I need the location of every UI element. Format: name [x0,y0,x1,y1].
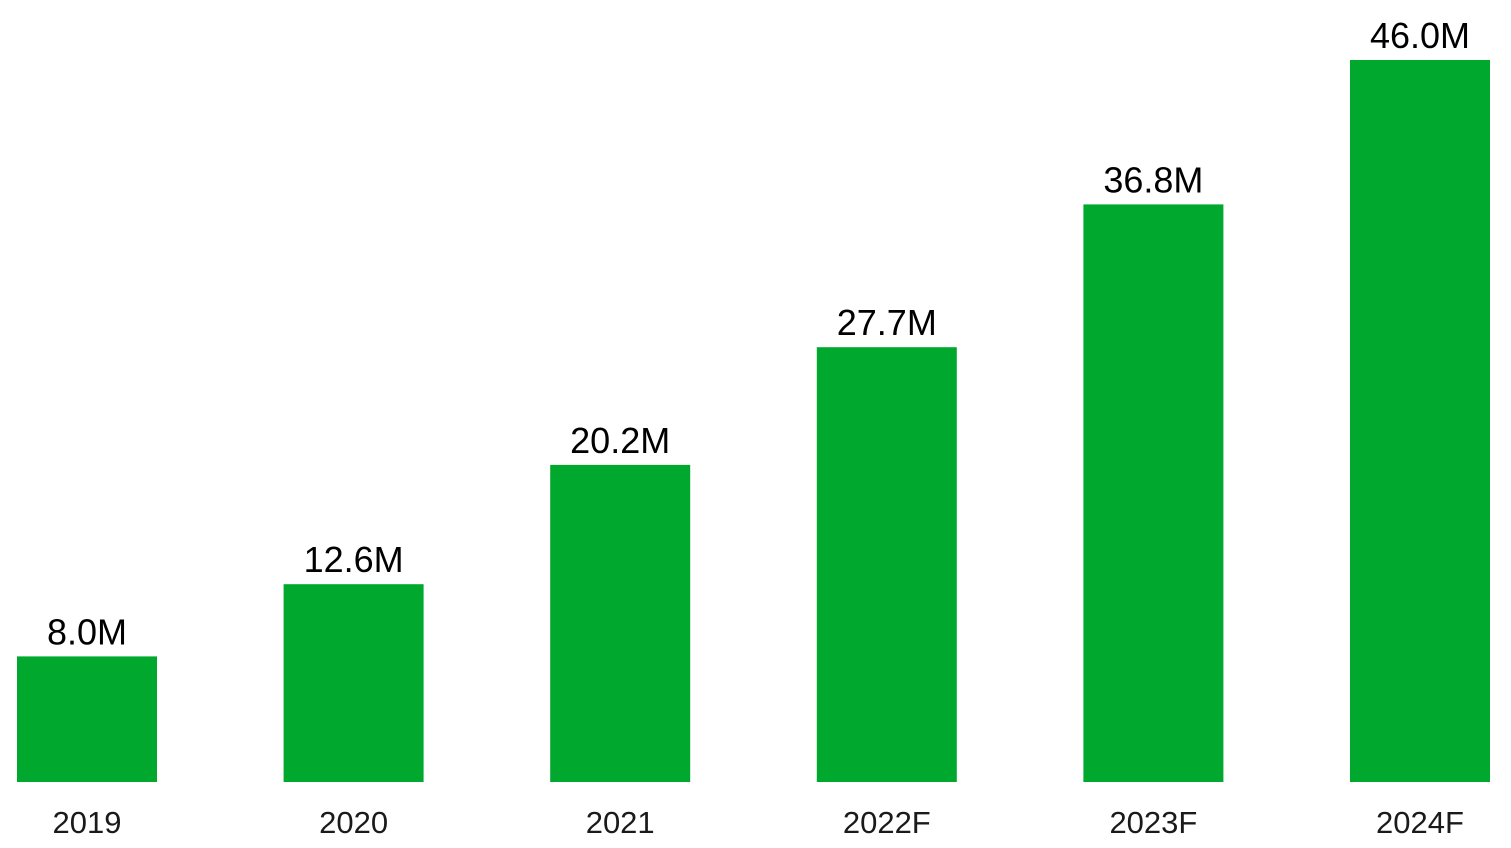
x-tick-label-2020: 2020 [319,805,388,840]
bar-2023F [1083,204,1224,782]
bar-2019 [17,656,157,782]
data-label-2020: 12.6M [304,539,404,580]
x-tick-label-2022F: 2022F [843,805,931,840]
x-tick-label-2019: 2019 [53,805,122,840]
x-tick-label-2021: 2021 [586,805,655,840]
bar-2020 [283,584,424,782]
bars-group [17,60,1490,782]
data-label-2022F: 27.7M [837,302,937,343]
data-label-2024F: 46.0M [1370,15,1470,56]
data-label-2023F: 36.8M [1103,159,1203,200]
x-axis-tick-labels: 2019 2020 2021 2022F 2023F 2024F [53,805,1464,840]
bar-2024F [1350,60,1490,782]
x-tick-label-2023F: 2023F [1109,805,1197,840]
x-tick-label-2024F: 2024F [1376,805,1464,840]
data-label-2019: 8.0M [47,611,127,652]
bar-2021 [550,464,691,782]
value-labels-group: 8.0M 12.6M 20.2M 27.7M 36.8M 46.0M [47,15,1470,652]
bar-2022F [816,347,957,782]
data-label-2021: 20.2M [570,420,670,461]
